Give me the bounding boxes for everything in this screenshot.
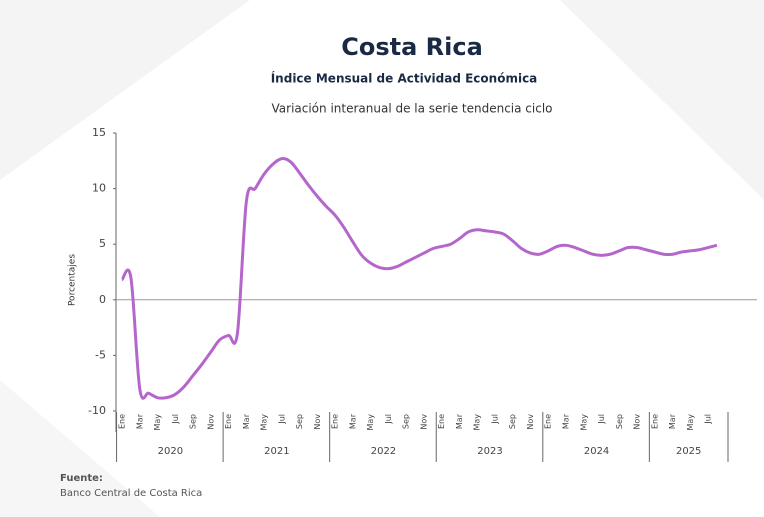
x-tick-label: Ene — [544, 414, 553, 429]
x-tick-label: Jul — [704, 414, 713, 425]
x-tick-label: Mar — [348, 413, 357, 429]
year-label: 2024 — [584, 446, 609, 457]
x-tick-label: Mar — [242, 413, 251, 429]
year-label: 2020 — [158, 446, 183, 457]
year-label: 2022 — [371, 446, 396, 457]
y-tick-label: -10 — [88, 404, 106, 417]
x-tick-label: May — [153, 414, 162, 431]
x-tick-label: May — [473, 414, 482, 431]
background-shape — [0, 380, 160, 517]
x-tick-label: Sep — [615, 414, 624, 429]
x-tick-label: May — [260, 414, 269, 431]
x-tick-label: Mar — [135, 413, 144, 429]
x-tick-label: Ene — [118, 414, 127, 429]
x-tick-label: Ene — [331, 414, 340, 429]
x-tick-label: Jul — [171, 414, 180, 425]
y-tick-label: 15 — [92, 126, 106, 139]
year-label: 2023 — [477, 446, 502, 457]
chart-title: Costa Rica — [341, 33, 483, 61]
x-tick-label: Jul — [597, 414, 606, 425]
year-label: 2025 — [676, 446, 701, 457]
y-tick-label: -5 — [95, 348, 106, 361]
x-tick-label: Nov — [633, 414, 642, 430]
x-tick-label: May — [686, 414, 695, 431]
chart-subtitle: Índice Mensual de Actividad Económica — [271, 71, 538, 86]
x-tick-label: May — [366, 414, 375, 431]
x-tick-label: Ene — [437, 414, 446, 429]
background-shape — [560, 0, 764, 200]
background-shape — [0, 0, 250, 180]
x-tick-label: Sep — [402, 414, 411, 429]
chart-description: Variación interanual de la serie tendenc… — [272, 102, 553, 116]
x-tick-label: Mar — [668, 413, 677, 429]
source-title: Fuente: — [60, 473, 103, 484]
x-tick-label: Mar — [455, 413, 464, 429]
data-line — [120, 157, 718, 400]
x-tick-label: Sep — [295, 414, 304, 429]
x-tick-label: Jul — [277, 414, 286, 425]
x-tick-label: Sep — [189, 414, 198, 429]
x-tick-label: Nov — [526, 414, 535, 430]
y-tick-label: 5 — [99, 237, 106, 250]
year-label: 2021 — [264, 446, 289, 457]
x-tick-label: Nov — [419, 414, 428, 430]
x-tick-label: Ene — [224, 414, 233, 429]
source: Banco Central de Costa Rica — [60, 488, 202, 499]
x-tick-label: May — [579, 414, 588, 431]
x-tick-label: Mar — [562, 413, 571, 429]
x-tick-label: Nov — [313, 414, 322, 430]
x-tick-label: Jul — [490, 414, 499, 425]
x-tick-label: Jul — [384, 414, 393, 425]
y-axis-label: Porcentajes — [68, 254, 78, 306]
x-tick-label: Sep — [508, 414, 517, 429]
y-tick-label: 10 — [92, 182, 106, 195]
x-tick-label: Nov — [206, 414, 215, 430]
x-tick-label: Ene — [650, 414, 659, 429]
y-tick-label: 0 — [99, 293, 106, 306]
